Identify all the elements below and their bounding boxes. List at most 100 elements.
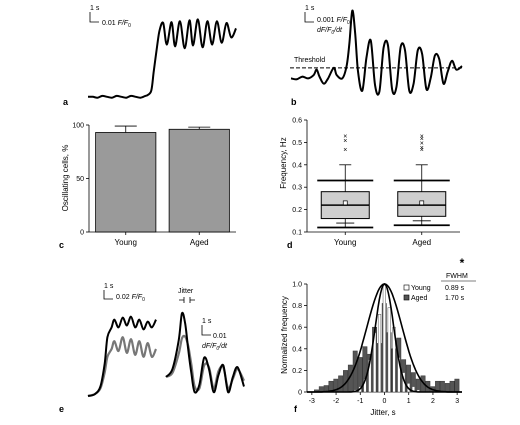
d-outlier: × xyxy=(343,147,347,154)
d-ytick-label: 0.4 xyxy=(292,162,302,169)
f-young-bar xyxy=(387,307,391,393)
legend-young-name: Young xyxy=(411,285,431,292)
scale-a-time: 1 s xyxy=(90,5,100,12)
f-aged-bar xyxy=(454,378,460,393)
f-ytick-label: 0 xyxy=(298,390,302,397)
d-outlier: × xyxy=(420,140,424,147)
panel-label-e: e xyxy=(59,404,64,414)
f-xlabel: Jitter, s xyxy=(370,408,395,417)
f-xtick-label: 3 xyxy=(455,398,459,405)
jitter-label: Jitter xyxy=(178,288,194,295)
f-xticks: -3 -2 -1 0 1 2 3 xyxy=(309,392,459,405)
d-ylabel: Frequency, Hz xyxy=(279,137,288,188)
d-ytick-label: 0.5 xyxy=(292,140,302,147)
f-aged-bar xyxy=(439,380,445,393)
d-outlier: × xyxy=(343,138,347,145)
panel-label-a: a xyxy=(63,97,69,107)
scale-e2-deriv: dF/F0/dt xyxy=(202,343,228,352)
f-aged-bar xyxy=(444,383,450,393)
d-ytick-label: 0.3 xyxy=(292,185,302,192)
scale-bar-e1 xyxy=(103,290,113,300)
d-plot: ×××Young×××××Aged xyxy=(306,120,460,247)
trace-e-right-young xyxy=(165,311,245,394)
scale-bar-e2 xyxy=(201,325,211,336)
f-yticks: 0 0.2 0.4 0.6 0.8 1.0 xyxy=(292,282,307,397)
f-aged-bar xyxy=(352,350,358,393)
f-ytick-label: 0.6 xyxy=(292,325,302,332)
d-ytick-label: 0.1 xyxy=(292,230,302,237)
f-ytick-label: 0.2 xyxy=(292,368,302,375)
d-category-label: Young xyxy=(334,238,356,247)
c-bar xyxy=(168,128,230,233)
f-ytick-label: 0.8 xyxy=(292,303,302,310)
f-plot xyxy=(306,282,462,393)
panel-f: Normalized frequency Jitter, s 0 0.2 0.4 0.… xyxy=(280,256,476,417)
trace-e-left-aged xyxy=(87,336,158,398)
d-mean-marker xyxy=(419,200,425,206)
f-aged-fit xyxy=(307,283,462,393)
c-ytick-label: 100 xyxy=(72,123,84,130)
scale-e1-time: 1 s xyxy=(104,283,114,290)
c-plot: Young Aged xyxy=(88,125,236,247)
d-yticks: 0.1 0.2 0.3 0.4 0.5 0.6 xyxy=(292,118,307,237)
scale-bar-b xyxy=(304,12,314,23)
scale-e1-amp: 0.02 F/F0 xyxy=(116,294,145,303)
f-aged-bar xyxy=(338,375,344,393)
d-outlier: × xyxy=(420,147,424,154)
legend-aged-name: Aged xyxy=(411,295,427,302)
panel-e: 1 s 0.02 F/F0 Jitter 1 s 0.01 dF/F0/dt e xyxy=(59,283,245,414)
panel-a: 1 s 0.01 F/F0 a xyxy=(63,5,237,107)
c-yticks: 0 50 100 xyxy=(72,123,89,237)
d-category-label: Aged xyxy=(412,238,431,247)
d-mean-marker xyxy=(342,200,348,206)
panel-label-d: d xyxy=(287,240,293,250)
trace-a xyxy=(87,18,237,99)
trace-b xyxy=(290,9,463,96)
c-category-label: Young xyxy=(115,238,137,247)
d-outlier: × xyxy=(343,134,347,141)
f-xtick-label: -2 xyxy=(333,398,339,405)
c-ytick-label: 50 xyxy=(76,176,84,183)
c-ytick-label: 0 xyxy=(80,230,84,237)
f-young-bar xyxy=(382,283,386,393)
panel-c: Oscillating cells, % 0 50 100 Young Aged c xyxy=(59,123,236,250)
legend-f: Young 0.89 s Aged 1.70 s xyxy=(403,284,465,302)
fwhm-header: FWHM xyxy=(446,273,468,280)
threshold-label: Threshold xyxy=(294,57,325,64)
f-xtick-label: 2 xyxy=(431,398,435,405)
f-xtick-label: -1 xyxy=(357,398,363,405)
d-ytick-label: 0.6 xyxy=(292,118,302,125)
c-bar xyxy=(95,132,157,233)
scale-a-amp: 0.01 F/F0 xyxy=(102,20,131,29)
scale-bar-a xyxy=(89,12,99,23)
d-outlier: × xyxy=(420,134,424,141)
d-outlier: × xyxy=(420,136,424,143)
legend-aged-fwhm: 1.70 s xyxy=(445,295,465,302)
significance-star: * xyxy=(460,256,465,270)
panel-label-b: b xyxy=(291,97,297,107)
f-ytick-label: 0.4 xyxy=(292,346,302,353)
f-xtick-label: 0 xyxy=(383,398,387,405)
scale-e2-time: 1 s xyxy=(202,318,212,325)
f-xtick-label: -3 xyxy=(309,398,315,405)
f-ylabel: Normalized frequency xyxy=(280,296,289,374)
legend-young-fwhm: 0.89 s xyxy=(445,285,465,292)
f-ytick-label: 1.0 xyxy=(292,282,302,289)
c-category-label: Aged xyxy=(190,238,209,247)
f-xtick-label: 1 xyxy=(407,398,411,405)
scale-e2-amp: 0.01 xyxy=(213,333,227,340)
trace-e-left-young xyxy=(87,315,157,397)
panel-label-c: c xyxy=(59,240,64,250)
scale-b-time: 1 s xyxy=(305,5,315,12)
panel-d: Frequency, Hz 0.10.20.30.40.50.6 ×××Youn… xyxy=(279,118,460,250)
d-outlier: × xyxy=(420,145,424,152)
f-young-bar xyxy=(377,313,382,393)
scale-b-deriv: dF/F0/dt xyxy=(317,27,343,36)
c-ylabel: Oscillating cells, % xyxy=(61,145,70,212)
panel-b: 1 s 0.001 F/F0 dF/F0/dt Threshold b xyxy=(290,5,463,107)
d-ytick-label: 0.2 xyxy=(292,207,302,214)
jitter-marker xyxy=(179,297,195,303)
scale-b-amp: 0.001 F/F0 xyxy=(317,17,350,26)
f-aged-bar xyxy=(449,380,455,393)
